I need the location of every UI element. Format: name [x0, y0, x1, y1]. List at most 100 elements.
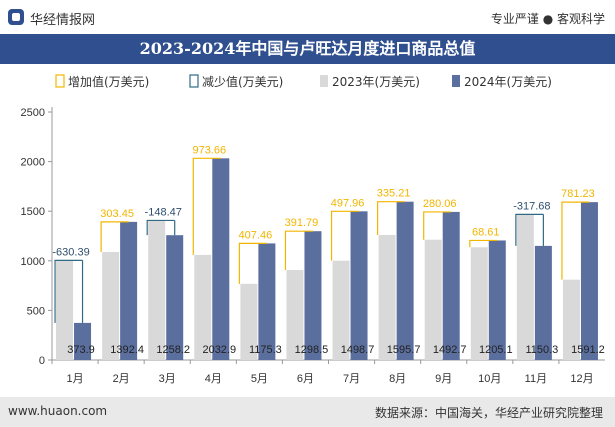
bar-2024: [534, 245, 552, 360]
x-tick-label: 7月: [343, 373, 360, 385]
bar-value-label: 1392.4: [110, 344, 144, 356]
bar-2023: [424, 239, 442, 360]
increase-bracket: [100, 221, 129, 252]
legend-item-4: 2024年(万美元): [452, 75, 552, 89]
x-tick-label: 3月: [159, 373, 176, 385]
change-label: 68.61: [472, 226, 500, 238]
brand-name: 华经情报网: [30, 13, 96, 28]
bar-value-label: 373.9: [67, 344, 95, 356]
x-tick-label: 2月: [113, 373, 130, 385]
change-label: 973.66: [192, 144, 226, 156]
bar-2024: [488, 240, 506, 360]
bar-2023: [562, 279, 580, 360]
bar-2024: [304, 231, 322, 360]
increase-bracket: [377, 201, 406, 235]
bar-2023: [516, 214, 534, 360]
increase-bracket: [561, 201, 590, 280]
title-bar: 2023-2024年中国与卢旺达月度进口商品总值: [0, 34, 615, 64]
decrease-bracket: [146, 219, 175, 236]
bar-value-label: 1492.7: [433, 344, 467, 356]
bar-value-label: 2032.9: [202, 344, 236, 356]
increase-bracket: [469, 239, 498, 248]
increase-bracket: [330, 210, 360, 261]
y-tick-label: 2500: [21, 107, 45, 119]
x-tick-label: 8月: [389, 373, 406, 385]
legend-swatch: [452, 75, 460, 87]
bar-2024: [350, 211, 368, 360]
x-tick-label: 12月: [570, 373, 593, 385]
y-tick-label: 2000: [21, 157, 45, 169]
legend-swatch: [55, 74, 65, 88]
change-label: 280.06: [423, 198, 457, 210]
bar-2023: [148, 220, 166, 360]
bar-2024: [120, 221, 138, 360]
x-tick-label: 4月: [205, 373, 222, 385]
legend-label: 2024年(万美元): [464, 75, 552, 89]
bar-2024: [212, 158, 230, 360]
change-label: 497.96: [331, 197, 365, 209]
y-tick-label: 0: [39, 355, 45, 367]
change-label: 303.45: [100, 208, 134, 220]
y-tick-label: 1500: [21, 206, 45, 218]
y-tick-label: 500: [27, 305, 45, 317]
x-tick-label: 11月: [525, 373, 547, 385]
bar-2024: [166, 235, 184, 360]
site-url: www.huaon.com: [8, 404, 108, 418]
increase-bracket: [238, 242, 267, 284]
bar-2024: [396, 201, 414, 360]
change-label: -148.47: [145, 206, 182, 218]
bar-value-label: 1258.2: [156, 344, 190, 356]
x-tick-label: 6月: [297, 373, 314, 385]
tagline: 专业严谨 ● 客观科学: [490, 12, 605, 26]
decrease-bracket: [54, 259, 83, 323]
x-tick-label: 9月: [435, 373, 452, 385]
y-tick-label: 1000: [21, 256, 45, 268]
chart-title: 2023-2024年中国与卢旺达月度进口商品总值: [139, 39, 476, 58]
change-label: 335.21: [377, 188, 411, 200]
bar-2023: [286, 270, 304, 360]
data-source: 数据来源：中国海关，华经产业研究院整理: [374, 406, 603, 420]
change-label: 407.46: [239, 229, 273, 241]
bar-2024: [580, 202, 598, 360]
change-label: -630.39: [52, 246, 89, 258]
bar-2024: [258, 243, 276, 360]
bar-value-label: 1150.3: [525, 344, 558, 356]
x-tick-label: 5月: [251, 373, 268, 385]
legend-label: 增加值(万美元): [68, 74, 149, 89]
bar-2023: [332, 260, 350, 360]
top-bar: 华经情报网 专业严谨 ● 客观科学: [0, 0, 615, 34]
x-tick-label: 10月: [478, 373, 501, 385]
footer-bar: www.huaon.com 数据来源：中国海关，华经产业研究院整理: [0, 397, 615, 427]
bar-2023: [56, 260, 74, 360]
bar-value-label: 1591.2: [571, 344, 605, 356]
bar-2023: [378, 234, 396, 360]
bar-2023: [194, 254, 212, 360]
legend-item-1: 增加值(万美元): [55, 74, 149, 89]
legend-label: 减少值(万美元): [202, 74, 283, 89]
legend-item-3: 2023年(万美元): [320, 75, 420, 89]
increase-bracket: [192, 157, 221, 255]
bar-value-label: 1175.3: [249, 344, 282, 356]
bar-2024: [74, 322, 92, 360]
change-label: 781.23: [561, 188, 595, 200]
legend-label: 2023年(万美元): [332, 75, 420, 89]
bar-2024: [442, 211, 460, 360]
increase-bracket: [284, 230, 313, 271]
bar-value-label: 1498.7: [341, 344, 375, 356]
bar-value-label: 1595.7: [387, 344, 421, 356]
change-label: -317.68: [513, 200, 550, 212]
bar-2023: [470, 247, 488, 360]
legend-swatch: [189, 74, 199, 88]
bar-value-label: 1298.5: [295, 344, 329, 356]
change-label: 391.79: [285, 217, 319, 229]
decrease-bracket: [515, 213, 544, 246]
bar-2023: [102, 251, 120, 360]
bar-value-label: 1205.1: [479, 344, 513, 356]
logo-icon: [8, 9, 24, 25]
bar-2023: [240, 283, 258, 360]
legend-item-2: 减少值(万美元): [189, 74, 283, 89]
legend-swatch: [320, 75, 328, 87]
increase-bracket: [423, 211, 452, 240]
